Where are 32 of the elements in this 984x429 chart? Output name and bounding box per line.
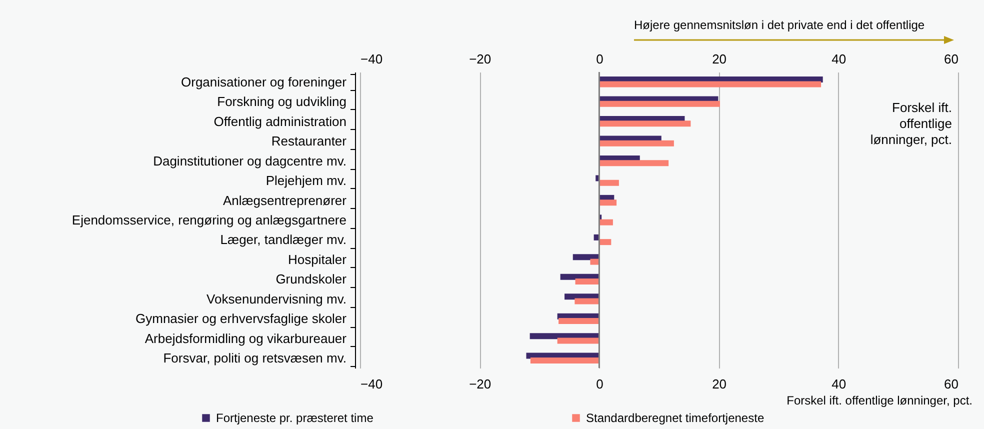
y-tick-label: Forskning og udvikling [217, 94, 346, 110]
y-tick-label: Organisationer og foreninger [181, 74, 348, 90]
y-tick-label: Anlægsentreprenører [222, 192, 348, 208]
y-tick-label: Grundskoler [276, 272, 348, 287]
text: Højere gennemsnitsløn i det private end i det offentlige [634, 18, 925, 32]
x-tick-label: −20 [469, 52, 492, 66]
legend-label: Standardberegnet timefortjeneste [586, 411, 764, 425]
x-tick-label: 0 [596, 52, 604, 66]
x2-tick-label: 40 [832, 376, 846, 392]
x-tick-label: −40 [360, 52, 383, 66]
annotation: Forskel ift. offentlige lønninger, pct. [870, 100, 952, 147]
y-tick-label: Ejendomsservice, rengøring og anlægsgartnere [72, 212, 346, 228]
x-tick-label: 40 [832, 52, 846, 66]
legend-label: Fortjeneste pr. præsteret time [216, 411, 374, 425]
x2-tick-label: −20 [469, 376, 492, 392]
y-tick-label: Plejehjem mv. [266, 173, 346, 188]
x2-tick-label: 0 [596, 376, 604, 392]
x2-tick-label: 60 [944, 376, 958, 392]
x-tick-label: 20 [712, 52, 727, 66]
y-tick-label: Voksenundervisning mv. [206, 291, 346, 306]
x-axis-title: Forskel ift. offentlige lønninger, pct. [786, 394, 972, 408]
y-tick-label: Hospitaler [288, 252, 348, 267]
y-tick-label: Arbejdsformidling og vikarbureauer [144, 330, 348, 346]
y-tick-label: Forsvar, politi og retsvæsen mv. [163, 350, 346, 366]
x2-tick-label: 20 [712, 376, 727, 392]
y-tick-label: Daginstitutioner og dagcentre mv. [153, 153, 346, 168]
y-tick-label: Offentlig administration [214, 114, 346, 129]
x2-tick-label: −40 [360, 376, 383, 392]
x-tick-label: 60 [944, 52, 958, 66]
y-tick-label: Læger, tandlæger mv. [220, 232, 346, 248]
y-tick-label: Gymnasier og erhvervsfaglige skoler [136, 311, 348, 326]
y-tick-label: Restauranter [271, 134, 348, 149]
